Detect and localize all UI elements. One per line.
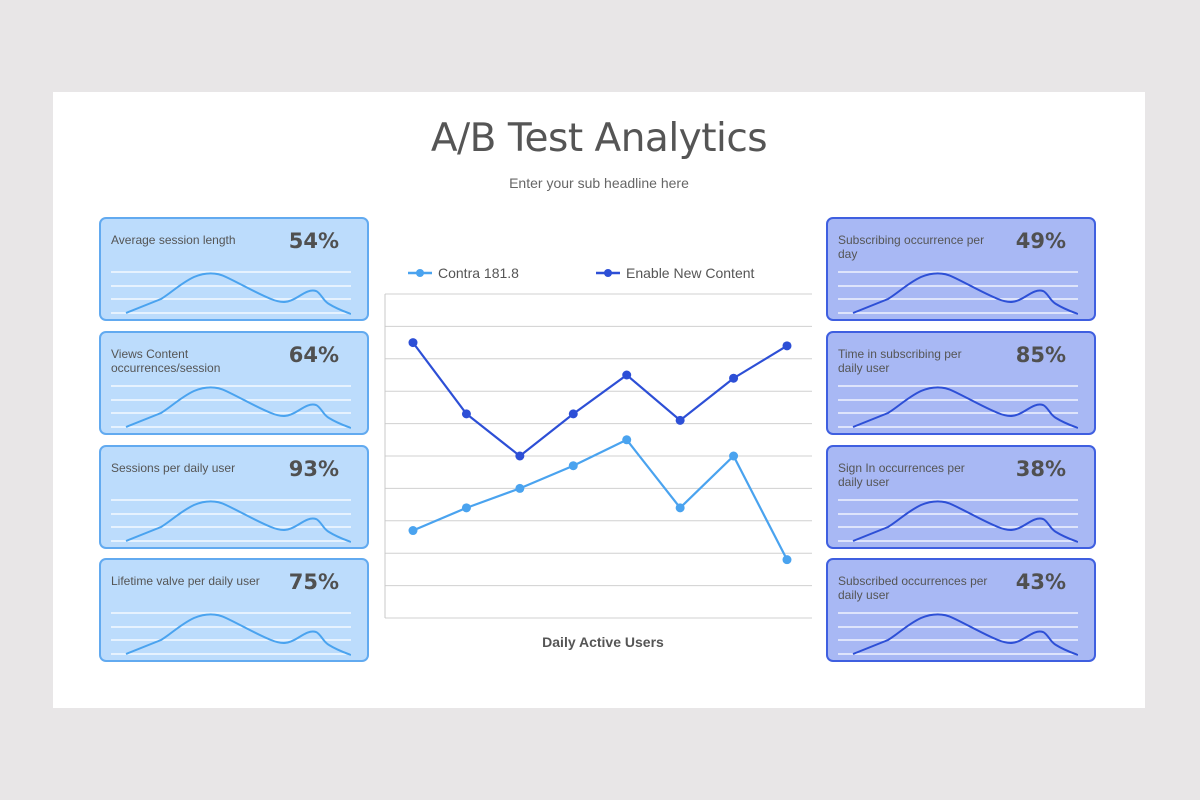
metric-label: Subscribing occurrence per day — [838, 233, 985, 261]
metric-label: Lifetime valve per daily user — [111, 574, 260, 588]
legend-label: Contra 181.8 — [438, 265, 519, 281]
slide: A/B Test Analytics Enter your sub headli… — [53, 92, 1145, 708]
data-point — [568, 461, 578, 471]
metric-card: Average session length 54% — [99, 217, 369, 321]
data-point — [408, 338, 418, 348]
sparkline-icon — [838, 271, 1078, 315]
page-subtitle: Enter your sub headline here — [509, 175, 689, 191]
data-point — [568, 409, 578, 419]
data-point — [461, 409, 471, 419]
legend-label: Enable New Content — [626, 265, 755, 281]
metric-label: Views Content occurrences/session — [111, 347, 221, 375]
data-point — [675, 415, 685, 425]
data-point — [515, 451, 525, 461]
legend-line-marker-icon — [596, 269, 620, 277]
metric-label: Subscribed occurrences per daily user — [838, 574, 988, 602]
metric-label: Sign In occurrences per daily user — [838, 461, 965, 489]
metric-value: 85% — [1015, 343, 1066, 367]
metric-card: Time in subscribing per daily user 85% — [826, 331, 1096, 435]
data-point — [408, 526, 418, 536]
metric-label: Average session length — [111, 233, 236, 247]
legend-item-enable: Enable New Content — [596, 265, 754, 281]
sparkline-icon — [838, 499, 1078, 543]
legend-item-contra: Contra 181.8 — [408, 265, 519, 281]
plot-area — [384, 293, 812, 619]
data-point — [782, 341, 792, 351]
data-point — [461, 503, 471, 513]
metric-card: Views Content occurrences/session 64% — [99, 331, 369, 435]
sparkline-icon — [111, 271, 351, 315]
legend-line-marker-icon — [408, 269, 432, 277]
page-title: A/B Test Analytics — [430, 116, 768, 161]
metric-value: 75% — [288, 570, 339, 594]
data-point — [675, 503, 685, 513]
sparkline-icon — [111, 499, 351, 543]
metric-card: Sessions per daily user 93% — [99, 445, 369, 549]
metric-card: Sign In occurrences per daily user 38% — [826, 445, 1096, 549]
line-chart: Contra 181.8 Enable New Content Daily Ac… — [378, 257, 828, 657]
sparkline-icon — [111, 385, 351, 429]
metric-card: Lifetime valve per daily user 75% — [99, 558, 369, 662]
x-axis-label: Daily Active Users — [542, 634, 664, 650]
metric-value: 38% — [1015, 457, 1066, 481]
data-point — [782, 555, 792, 565]
metric-value: 43% — [1015, 570, 1066, 594]
metric-value: 64% — [288, 343, 339, 367]
data-point — [622, 370, 632, 380]
metric-label: Time in subscribing per daily user — [838, 347, 962, 375]
sparkline-icon — [838, 612, 1078, 656]
metric-card: Subscribed occurrences per daily user 43% — [826, 558, 1096, 662]
sparkline-icon — [111, 612, 351, 656]
data-point — [729, 373, 739, 383]
data-point — [515, 483, 525, 493]
sparkline-icon — [838, 385, 1078, 429]
data-point — [729, 451, 739, 461]
data-point — [622, 435, 632, 445]
metric-value: 93% — [288, 457, 339, 481]
metric-card: Subscribing occurrence per day 49% — [826, 217, 1096, 321]
metric-label: Sessions per daily user — [111, 461, 236, 475]
metric-value: 54% — [288, 229, 339, 253]
metric-value: 49% — [1015, 229, 1066, 253]
